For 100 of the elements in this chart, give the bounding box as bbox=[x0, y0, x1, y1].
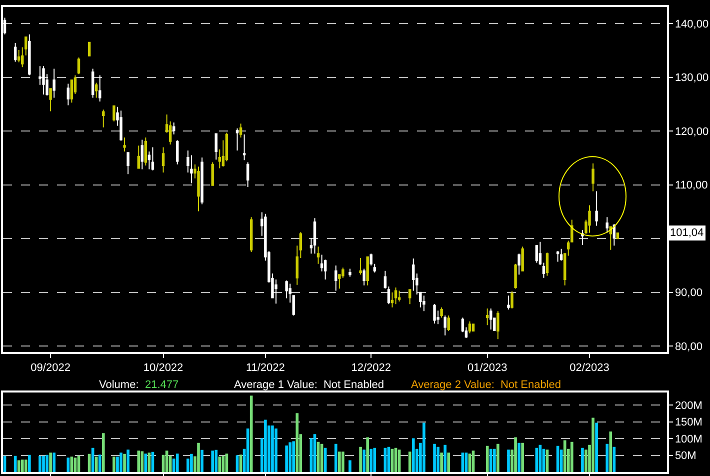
text: Volume: bbox=[99, 379, 139, 391]
bar bbox=[66, 458, 70, 472]
bar bbox=[609, 432, 612, 472]
candlestick bbox=[49, 88, 52, 112]
candlestick bbox=[236, 128, 239, 151]
bar bbox=[581, 448, 584, 472]
candlestick bbox=[112, 105, 116, 122]
bar bbox=[190, 454, 193, 472]
candlestick bbox=[17, 49, 20, 63]
bar bbox=[408, 452, 412, 472]
candlestick bbox=[211, 162, 214, 186]
candlestick bbox=[592, 162, 594, 192]
bar bbox=[570, 442, 574, 472]
candlestick bbox=[546, 252, 549, 276]
bar bbox=[98, 454, 102, 472]
candlestick bbox=[292, 295, 295, 316]
bar bbox=[94, 456, 98, 472]
candlestick bbox=[472, 324, 475, 332]
bar bbox=[366, 437, 369, 472]
text: Average 1 Value: Not Enabled bbox=[234, 379, 384, 391]
bar bbox=[264, 420, 267, 472]
bar bbox=[137, 450, 140, 472]
candlestick bbox=[14, 42, 17, 62]
candlestick bbox=[172, 122, 176, 135]
candlestick bbox=[214, 133, 218, 160]
candlestick bbox=[535, 244, 538, 264]
candlestick bbox=[422, 295, 426, 312]
candlestick bbox=[94, 82, 98, 98]
candlestick bbox=[316, 246, 320, 264]
candlestick bbox=[123, 137, 126, 152]
candlestick bbox=[556, 250, 560, 262]
candlestick bbox=[288, 283, 292, 304]
candlestick bbox=[140, 139, 144, 170]
bar bbox=[370, 448, 373, 472]
candlestick bbox=[102, 109, 105, 128]
candlestick bbox=[242, 134, 246, 161]
x-tick-label: 11/2022 bbox=[246, 362, 285, 374]
bar bbox=[359, 446, 362, 472]
bar bbox=[126, 450, 130, 472]
candlestick bbox=[390, 292, 394, 308]
bar bbox=[447, 452, 450, 472]
candlestick bbox=[28, 34, 31, 76]
candlestick bbox=[348, 268, 352, 278]
bar bbox=[176, 454, 179, 472]
bar bbox=[46, 454, 48, 472]
candlestick bbox=[137, 145, 140, 169]
bar bbox=[518, 442, 520, 472]
bar bbox=[489, 448, 492, 472]
candlestick bbox=[398, 290, 401, 302]
candlestick bbox=[52, 68, 56, 98]
bar bbox=[42, 456, 45, 472]
y-tick-label: 140,00 bbox=[674, 18, 709, 30]
candlestick bbox=[496, 310, 500, 340]
candlestick bbox=[313, 218, 316, 254]
bar bbox=[362, 450, 366, 472]
bar bbox=[436, 446, 440, 472]
x-tick-label: 10/2022 bbox=[143, 362, 184, 374]
y-tick-label: 110,00 bbox=[674, 180, 708, 192]
bar bbox=[20, 460, 24, 472]
bar bbox=[116, 456, 119, 472]
bar bbox=[211, 450, 214, 472]
candlestick bbox=[176, 140, 179, 165]
text: 21.477 bbox=[145, 379, 179, 391]
x-tick-label: 01/2023 bbox=[467, 362, 508, 374]
bar bbox=[514, 437, 517, 472]
bar bbox=[592, 418, 594, 472]
candlestick bbox=[609, 226, 612, 250]
bar bbox=[492, 448, 496, 472]
candlestick bbox=[588, 204, 591, 234]
bar bbox=[373, 448, 376, 472]
bar bbox=[334, 444, 338, 472]
candlestick bbox=[394, 287, 398, 305]
bar bbox=[24, 460, 28, 472]
bar bbox=[440, 452, 443, 472]
candlestick bbox=[120, 110, 122, 142]
candlestick bbox=[514, 263, 517, 290]
candlestick bbox=[190, 154, 193, 184]
bar bbox=[123, 454, 126, 472]
candlestick bbox=[366, 256, 369, 286]
bar bbox=[250, 396, 253, 472]
candlestick bbox=[612, 224, 616, 246]
candlestick bbox=[507, 295, 510, 310]
candlestick bbox=[595, 190, 598, 226]
bar bbox=[348, 460, 352, 472]
candlestick bbox=[444, 314, 446, 336]
bar bbox=[197, 442, 200, 472]
bar bbox=[595, 422, 598, 472]
candlestick bbox=[285, 280, 288, 299]
y-tick-label: 130,00 bbox=[674, 72, 709, 84]
bar bbox=[102, 433, 105, 472]
y-tick-label: 120,00 bbox=[674, 126, 709, 138]
bar bbox=[274, 428, 278, 472]
bar bbox=[285, 446, 288, 472]
candlestick bbox=[616, 232, 620, 240]
bar bbox=[496, 444, 500, 472]
x-tick-label: 09/2022 bbox=[30, 362, 70, 374]
candlestick bbox=[250, 216, 253, 253]
bar bbox=[412, 438, 415, 472]
candlestick bbox=[246, 162, 250, 188]
candlestick bbox=[200, 156, 204, 205]
